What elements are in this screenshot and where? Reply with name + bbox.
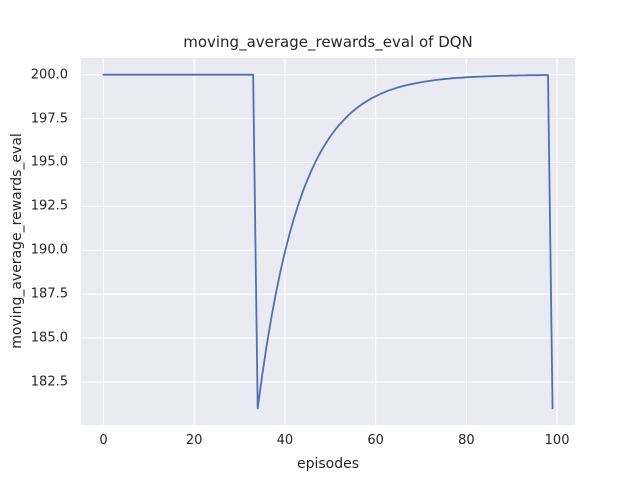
y-tick-label: 190.0 bbox=[30, 242, 68, 258]
y-tick-label: 187.5 bbox=[30, 286, 68, 302]
x-tick-label: 60 bbox=[367, 433, 384, 448]
chart-title: moving_average_rewards_eval of DQN bbox=[183, 33, 473, 51]
reward-line bbox=[102, 73, 554, 410]
x-tick-label: 80 bbox=[458, 433, 475, 448]
x-tick-label: 0 bbox=[99, 433, 108, 448]
x-tick-label: 20 bbox=[185, 433, 203, 448]
y-tick-label: 192.5 bbox=[30, 198, 68, 214]
y-tick-label: 197.5 bbox=[30, 111, 68, 127]
y-tick-label: 195.0 bbox=[30, 154, 68, 170]
x-tick-label: 40 bbox=[276, 433, 294, 448]
x-tick-label: 100 bbox=[544, 433, 570, 448]
y-tick-label: 182.5 bbox=[30, 374, 68, 390]
y-tick-label: 185.0 bbox=[30, 330, 68, 346]
plot-background bbox=[81, 58, 575, 425]
x-axis-label: episodes bbox=[296, 456, 360, 472]
y-tick-label: 200.0 bbox=[30, 67, 68, 83]
